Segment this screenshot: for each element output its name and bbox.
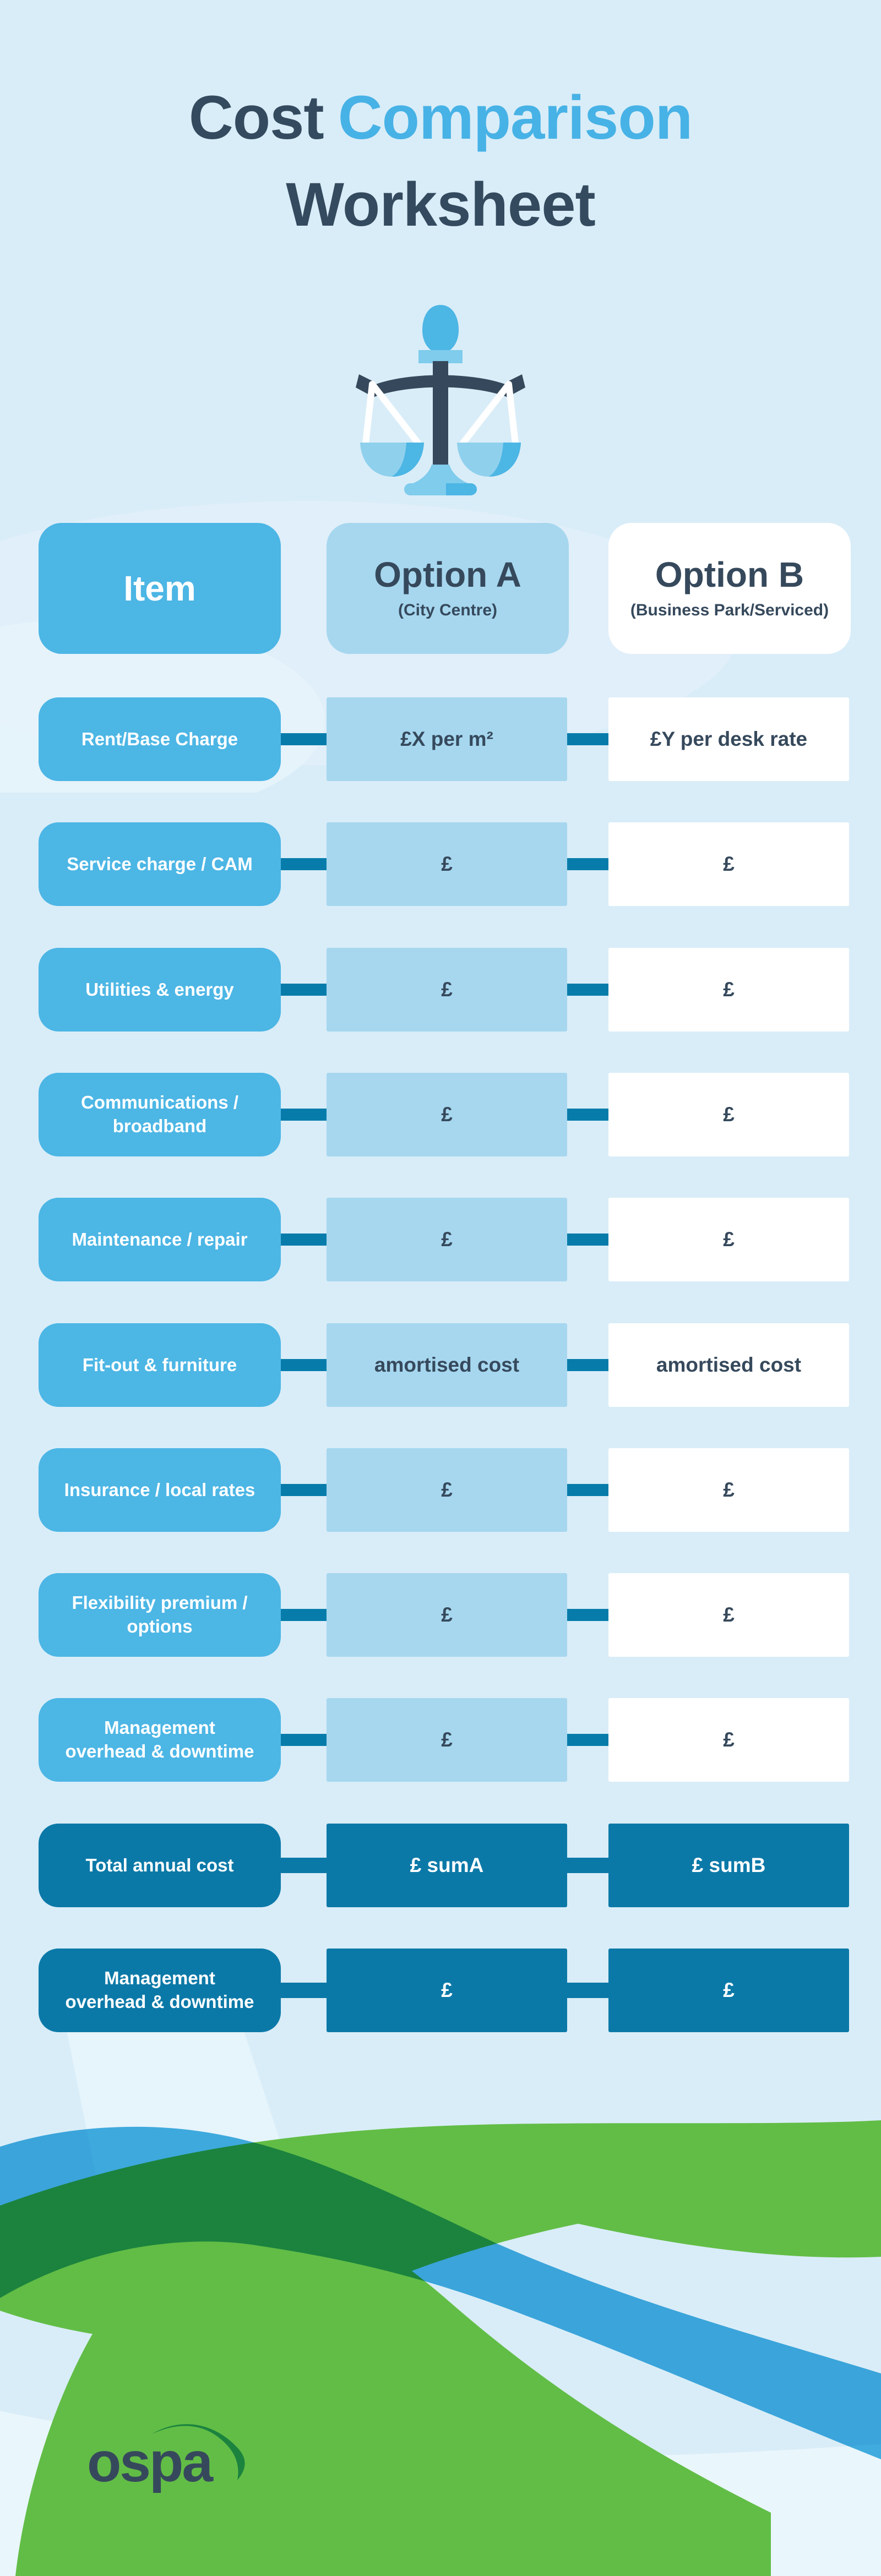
connector-left [276,1359,331,1371]
row-option-b-value: amortised cost [608,1323,849,1407]
table-header: Item Option A (City Centre) Option B (Bu… [0,523,881,654]
connector-left [276,1234,331,1246]
row-option-b-value: £ [608,1698,849,1782]
row-option-a-value: £ [327,822,567,906]
table-row-10: Total annual cost £ sumA £ sumB [0,1824,881,1907]
row-option-a-value: £ [327,1448,567,1532]
row-option-a-value: £ [327,1698,567,1782]
table-row-3: Utilities & energy £ £ [0,948,881,1032]
table-row-7: Insurance / local rates £ £ [0,1448,881,1532]
row-option-a-value: amortised cost [327,1323,567,1407]
row-option-a-value: £ [327,1073,567,1156]
row-option-a-value: £ [327,1573,567,1657]
connector-left [276,1109,331,1121]
row-item-label: Total annual cost [39,1824,281,1907]
table-row-11: Management overhead & downtime £ £ [0,1949,881,2032]
connector-right [563,1234,613,1246]
connector-right [563,1484,613,1496]
table-row-6: Fit-out & furniture amortised cost amort… [0,1323,881,1407]
title-line-1: Cost Comparison [0,87,881,149]
ospa-logo-text: ospa [87,2431,213,2493]
connector-right [563,858,613,870]
table-row-9: Management overhead & downtime £ £ [0,1698,881,1782]
row-item-label: Rent/Base Charge [39,697,281,781]
ospa-logo-swoosh-icon [152,2411,254,2481]
row-item-label: Management overhead & downtime [39,1698,281,1782]
header-option-a: Option A (City Centre) [327,523,569,654]
row-option-a-value: £X per m² [327,697,567,781]
row-option-b-value: £ [608,1573,849,1657]
connector-right [563,733,613,745]
row-option-a-value: £ [327,948,567,1032]
row-item-label: Fit-out & furniture [39,1323,281,1407]
header-option-a-subtitle: (City Centre) [398,601,497,619]
row-option-a-value: £ sumA [327,1824,567,1907]
connector-right [563,1609,613,1621]
connector-left [276,1484,331,1496]
table-row-2: Service charge / CAM £ £ [0,822,881,906]
balance-scale-icon [352,302,529,495]
header-option-b-subtitle: (Business Park/Serviced) [630,601,829,619]
table-row-8: Flexibility premium / options £ £ [0,1573,881,1657]
row-option-b-value: £ [608,948,849,1032]
row-option-a-value: £ [327,1198,567,1281]
row-option-b-value: £ [608,1073,849,1156]
title-word-comparison: Comparison [338,83,693,152]
header-item-label: Item [123,569,196,608]
row-item-label: Management overhead & downtime [39,1949,281,2032]
connector-left [276,984,331,996]
row-item-label: Flexibility premium / options [39,1573,281,1657]
row-option-b-value: £ [608,822,849,906]
row-option-b-value: £ sumB [608,1824,849,1907]
row-option-b-value: £ [608,1949,849,2032]
connector-right [563,984,613,996]
connector-left [276,1734,331,1746]
header-option-a-label: Option A [374,555,521,594]
row-option-b-value: £ [608,1448,849,1532]
header-option-b-label: Option B [655,555,804,594]
row-item-label: Maintenance / repair [39,1198,281,1281]
connector-left [276,858,331,870]
connector-right [563,1359,613,1371]
ospa-logo: ospa [83,2394,347,2559]
title-word-cost: Cost [188,83,324,152]
row-item-label: Communications / broadband [39,1073,281,1156]
connector-left [276,1858,331,1873]
row-option-b-value: £Y per desk rate [608,697,849,781]
table-row-5: Maintenance / repair £ £ [0,1198,881,1281]
connector-right [563,1858,613,1873]
page-title: Cost Comparison Worksheet [0,87,881,236]
connector-right [563,1734,613,1746]
row-item-label: Insurance / local rates [39,1448,281,1532]
connector-left [276,1609,331,1621]
table-row-4: Communications / broadband £ £ [0,1073,881,1156]
row-item-label: Utilities & energy [39,948,281,1032]
row-item-label: Service charge / CAM [39,822,281,906]
table-row-1: Rent/Base Charge £X per m² £Y per desk r… [0,697,881,781]
connector-right [563,1983,613,1998]
title-line-2: Worksheet [286,170,596,239]
connector-left [276,1983,331,1998]
header-option-b: Option B (Business Park/Serviced) [608,523,851,654]
row-option-a-value: £ [327,1949,567,2032]
connector-left [276,733,331,745]
header-item: Item [39,523,281,654]
row-option-b-value: £ [608,1198,849,1281]
connector-right [563,1109,613,1121]
